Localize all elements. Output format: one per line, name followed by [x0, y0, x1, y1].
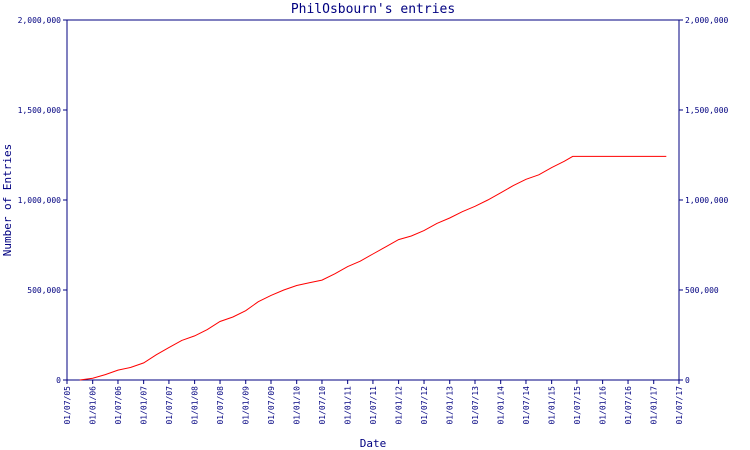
- y-tick-label-left: 1,500,000: [18, 106, 62, 115]
- x-tick-label: 01/01/11: [344, 386, 353, 425]
- x-tick-label: 01/07/17: [675, 386, 684, 425]
- x-tick-label: 01/07/07: [165, 386, 174, 425]
- x-tick-label: 01/01/16: [599, 386, 608, 425]
- y-tick-label-left: 0: [56, 376, 61, 385]
- x-tick-label: 01/07/10: [318, 386, 327, 425]
- x-tick-label: 01/01/15: [548, 386, 557, 425]
- x-tick-label: 01/01/17: [650, 386, 659, 425]
- y-tick-label-left: 500,000: [27, 286, 61, 295]
- x-tick-label: 01/07/12: [420, 386, 429, 425]
- x-tick-label: 01/07/15: [573, 386, 582, 425]
- y-tick-label-right: 1,000,000: [685, 196, 729, 205]
- x-tick-label: 01/07/08: [216, 386, 225, 425]
- x-tick-label: 01/01/09: [242, 386, 251, 425]
- x-tick-label: 01/01/07: [140, 386, 149, 425]
- y-tick-label-right: 500,000: [685, 286, 719, 295]
- y-axis-left: 0 500,000 1,000,000 1,500,000 2,000,000: [18, 16, 67, 385]
- x-tick-label: 01/01/14: [497, 386, 506, 425]
- x-tick-label: 01/07/11: [369, 386, 378, 425]
- y-tick-label-right: 0: [685, 376, 690, 385]
- x-tick-label: 01/01/13: [446, 386, 455, 425]
- x-axis: 01/07/05 01/01/06 01/07/06 01/01/07 01/07/07…: [63, 380, 684, 425]
- y-tick-label-left: 1,000,000: [18, 196, 62, 205]
- x-tick-label: 01/07/13: [471, 386, 480, 425]
- series-line-0: [79, 155, 667, 381]
- y-tick-label-right: 1,500,000: [685, 106, 729, 115]
- x-tick-label: 01/01/12: [395, 386, 404, 425]
- x-tick-label: 01/07/09: [267, 386, 276, 425]
- y-tick-label-left: 2,000,000: [18, 16, 62, 25]
- x-tick-label: 01/07/05: [63, 386, 72, 425]
- x-tick-label: 01/07/06: [114, 386, 123, 425]
- y-tick-label-right: 2,000,000: [685, 16, 729, 25]
- y-axis-right: 0 500,000 1,000,000 1,500,000 2,000,000: [679, 16, 729, 385]
- x-tick-label: 01/07/14: [522, 386, 531, 425]
- y-axis-title: Number of Entries: [1, 144, 14, 257]
- series-group: [79, 155, 667, 381]
- x-tick-label: 01/01/08: [191, 386, 200, 425]
- x-tick-label: 01/01/06: [89, 386, 98, 425]
- x-axis-title: Date: [360, 437, 387, 450]
- chart-title: PhilOsbourn's entries: [291, 2, 455, 17]
- x-tick-label: 01/01/10: [293, 386, 302, 425]
- x-tick-label: 01/07/16: [624, 386, 633, 425]
